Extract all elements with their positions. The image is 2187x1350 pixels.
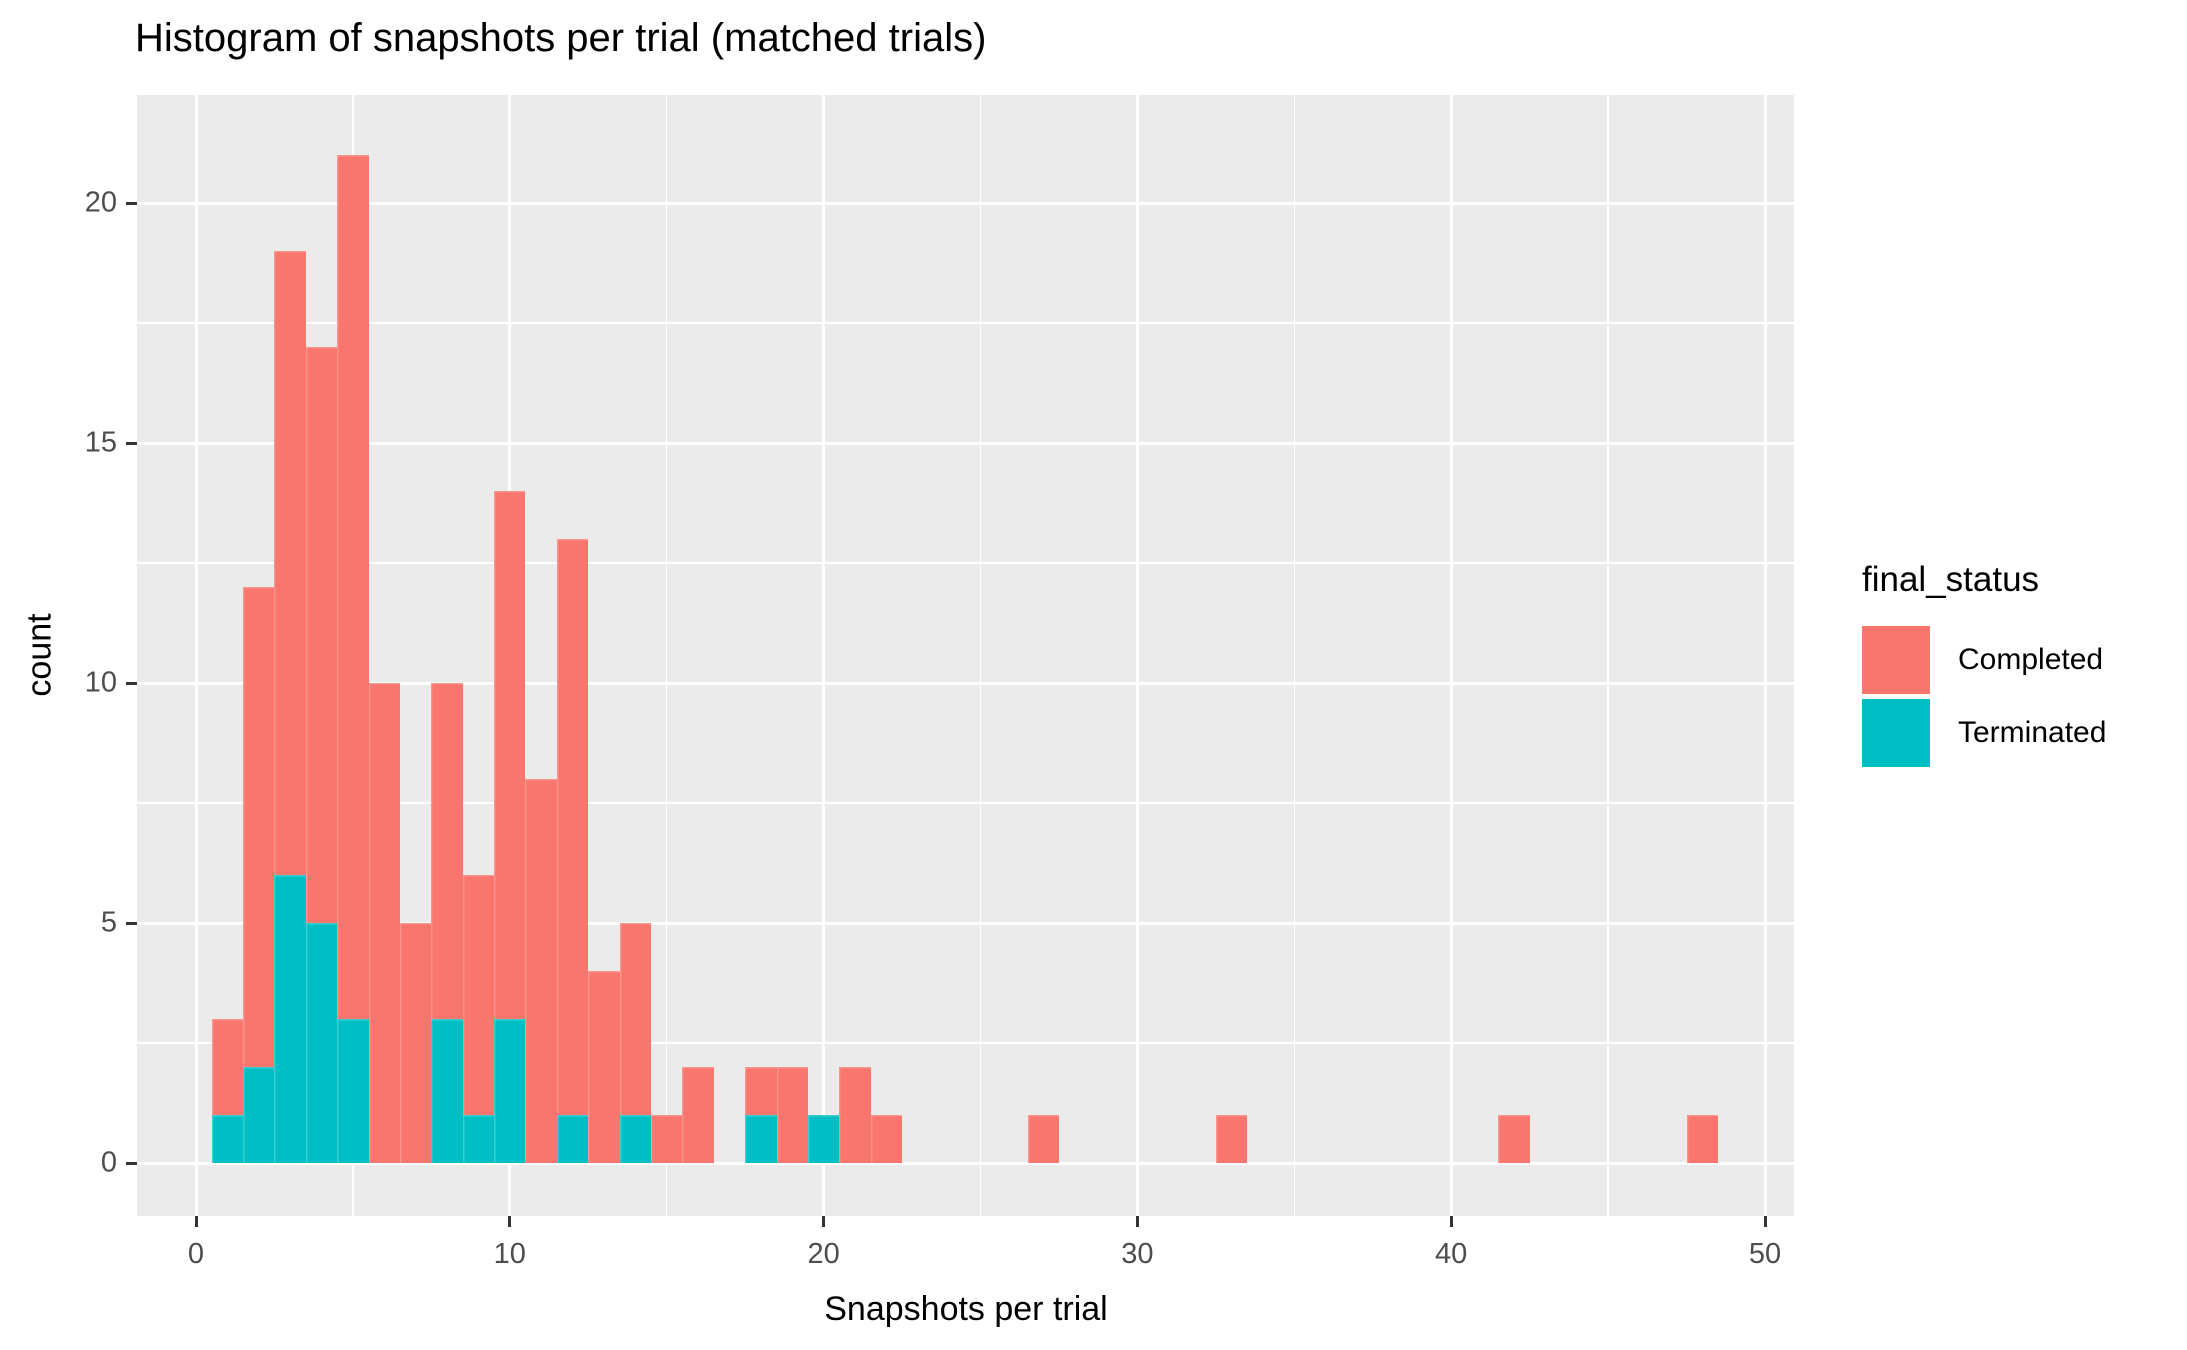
bar-completed-x12 bbox=[556, 539, 589, 1115]
bar-completed-x4 bbox=[305, 347, 338, 923]
bar-completed-x14 bbox=[619, 923, 651, 1115]
x-minor-gridline bbox=[1607, 95, 1609, 1216]
bar-terminated-x1 bbox=[211, 1115, 244, 1163]
x-tick-mark bbox=[1449, 1216, 1453, 1227]
y-tick-label: 15 bbox=[84, 426, 117, 459]
bar-completed-x15 bbox=[651, 1115, 683, 1163]
completed-swatch bbox=[1862, 626, 1930, 694]
bar-completed-x13 bbox=[588, 971, 620, 1163]
x-major-gridline bbox=[822, 95, 826, 1216]
bar-completed-x11 bbox=[525, 779, 557, 1163]
bar-completed-x7 bbox=[399, 923, 432, 1163]
x-major-gridline bbox=[194, 95, 198, 1216]
x-tick-label: 20 bbox=[807, 1238, 840, 1270]
legend-item-terminated: Terminated bbox=[1862, 699, 2106, 767]
y-minor-gridline bbox=[137, 802, 1794, 804]
y-major-gridline bbox=[137, 921, 1794, 925]
bar-completed-x5 bbox=[337, 155, 369, 1019]
plot-panel bbox=[137, 95, 1794, 1216]
bar-completed-x9 bbox=[462, 875, 495, 1115]
y-tick-mark bbox=[126, 201, 137, 205]
x-tick-label: 50 bbox=[1748, 1238, 1782, 1270]
x-minor-gridline bbox=[665, 95, 668, 1216]
bar-terminated-x20 bbox=[807, 1115, 840, 1163]
bar-terminated-x4 bbox=[305, 923, 338, 1163]
y-tick-mark bbox=[126, 921, 137, 925]
bar-completed-x42 bbox=[1498, 1115, 1530, 1163]
x-tick-mark bbox=[822, 1216, 826, 1227]
x-tick-mark bbox=[1135, 1216, 1139, 1227]
bar-terminated-x3 bbox=[274, 875, 306, 1163]
bar-completed-x2 bbox=[243, 587, 275, 1067]
legend-label: Completed bbox=[1958, 643, 2104, 676]
y-tick-label: 5 bbox=[100, 906, 117, 939]
y-tick-mark bbox=[126, 1161, 137, 1165]
bar-completed-x22 bbox=[870, 1115, 903, 1163]
y-tick-label: 20 bbox=[84, 186, 117, 219]
bar-completed-x48 bbox=[1686, 1115, 1718, 1163]
bar-terminated-x14 bbox=[619, 1115, 651, 1163]
bar-completed-x3 bbox=[274, 251, 306, 875]
x-tick-label: 10 bbox=[493, 1238, 526, 1270]
legend-label: Terminated bbox=[1958, 716, 2107, 749]
bar-completed-x10 bbox=[494, 491, 526, 1019]
bar-completed-x19 bbox=[776, 1067, 808, 1163]
bar-terminated-x12 bbox=[556, 1115, 589, 1163]
chart-title: Histogram of snapshots per trial (matche… bbox=[135, 16, 987, 60]
legend-item-completed: Completed bbox=[1862, 626, 2106, 694]
x-tick-mark bbox=[1763, 1216, 1767, 1227]
x-major-gridline bbox=[1135, 95, 1139, 1216]
bar-terminated-x10 bbox=[494, 1019, 526, 1163]
bar-completed-x1 bbox=[211, 1019, 244, 1115]
bar-terminated-x5 bbox=[337, 1019, 369, 1163]
bar-completed-x21 bbox=[839, 1067, 871, 1163]
x-minor-gridline bbox=[1293, 95, 1296, 1216]
bar-completed-x18 bbox=[745, 1067, 777, 1115]
x-tick-mark bbox=[508, 1216, 512, 1227]
y-tick-mark bbox=[126, 441, 137, 445]
legend-title: final_status bbox=[1862, 560, 2040, 599]
x-minor-gridline bbox=[979, 95, 982, 1216]
legend-items: Completed Terminated bbox=[1862, 626, 2106, 767]
x-major-gridline bbox=[1449, 95, 1453, 1216]
y-minor-gridline bbox=[137, 322, 1794, 324]
bar-terminated-x8 bbox=[431, 1019, 463, 1163]
bar-completed-x27 bbox=[1027, 1115, 1059, 1163]
y-tick-mark bbox=[126, 681, 137, 685]
y-minor-gridline bbox=[137, 562, 1794, 564]
y-axis-title: count bbox=[20, 613, 59, 697]
bar-terminated-x2 bbox=[243, 1067, 275, 1163]
x-tick-label: 30 bbox=[1121, 1238, 1154, 1270]
terminated-swatch bbox=[1862, 699, 1930, 767]
y-tick-label: 0 bbox=[100, 1146, 117, 1179]
y-major-gridline bbox=[137, 441, 1794, 445]
bar-completed-x8 bbox=[431, 683, 463, 1019]
bar-completed-x33 bbox=[1215, 1115, 1248, 1163]
legend: final_status Completed Terminated bbox=[1862, 560, 2106, 772]
bar-terminated-x9 bbox=[462, 1115, 495, 1163]
x-axis-title: Snapshots per trial bbox=[824, 1290, 1108, 1328]
bar-completed-x6 bbox=[368, 683, 400, 1163]
y-major-gridline bbox=[137, 681, 1794, 685]
x-tick-label: 40 bbox=[1435, 1238, 1468, 1270]
y-major-gridline bbox=[137, 201, 1794, 205]
y-minor-gridline bbox=[137, 1042, 1794, 1044]
bar-terminated-x18 bbox=[745, 1115, 777, 1163]
x-major-gridline bbox=[1763, 95, 1767, 1216]
y-major-gridline bbox=[137, 1161, 1794, 1165]
x-tick-mark bbox=[194, 1216, 198, 1227]
bar-completed-x16 bbox=[682, 1067, 714, 1163]
x-tick-label: 0 bbox=[187, 1238, 205, 1270]
y-tick-label: 10 bbox=[84, 666, 117, 699]
